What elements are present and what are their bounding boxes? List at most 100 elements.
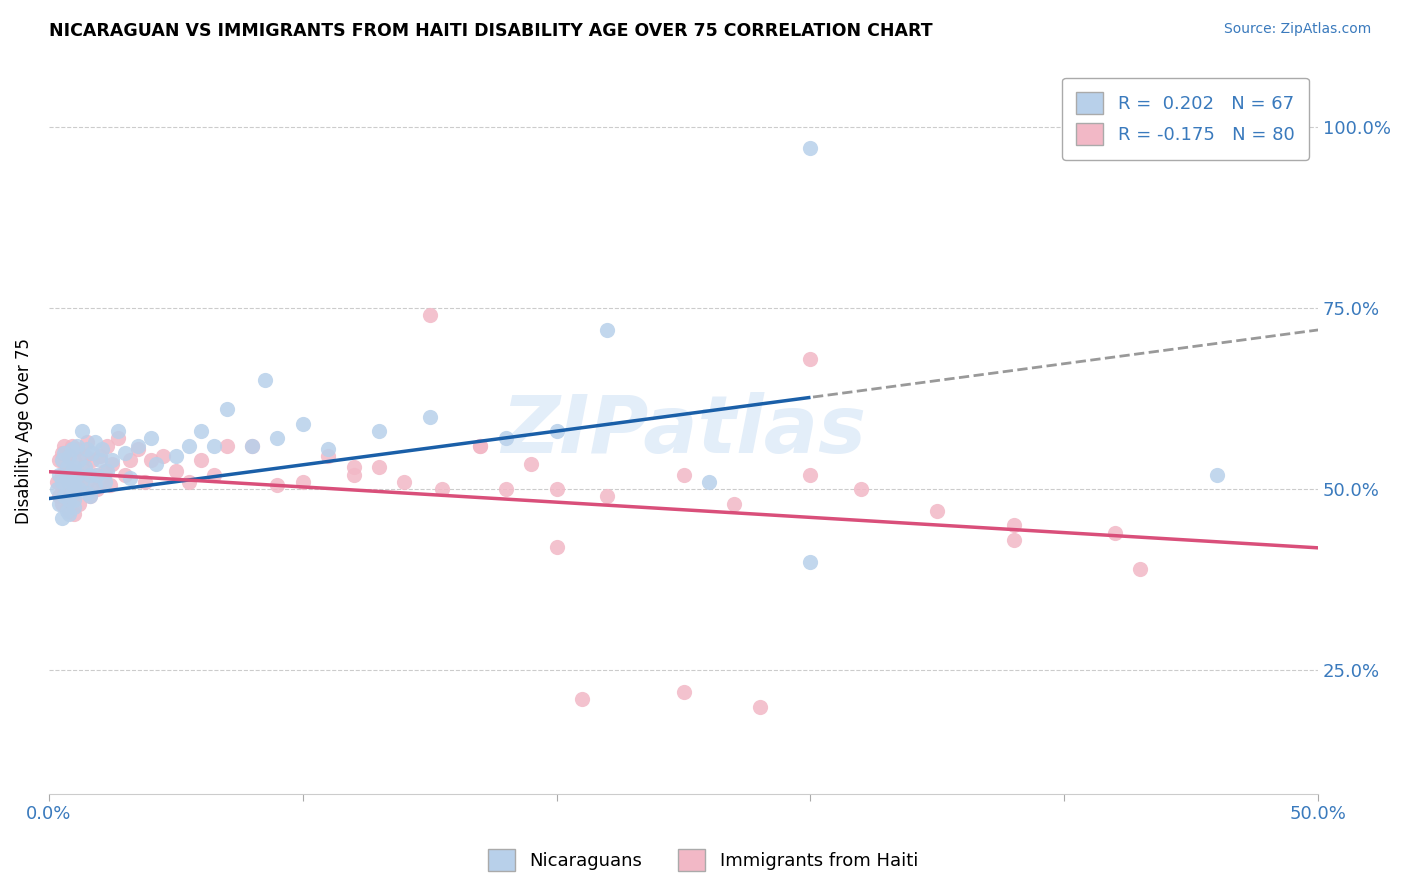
Point <box>76 475 98 489</box>
Point <box>60 464 83 478</box>
Point <box>91 442 114 457</box>
Point <box>316 442 339 457</box>
Point <box>291 475 314 489</box>
Point <box>51 453 73 467</box>
Point <box>240 439 263 453</box>
Point <box>73 450 96 464</box>
Point <box>96 439 118 453</box>
Point <box>851 482 873 496</box>
Point <box>470 439 492 453</box>
Point <box>63 493 86 508</box>
Point <box>342 467 364 482</box>
Point <box>66 442 89 457</box>
Point <box>799 141 821 155</box>
Point <box>94 475 117 489</box>
Point <box>51 446 73 460</box>
Point <box>799 351 821 366</box>
Point <box>55 500 77 515</box>
Point <box>63 460 86 475</box>
Point <box>165 450 187 464</box>
Point <box>67 467 90 482</box>
Point <box>145 457 167 471</box>
Point <box>723 497 745 511</box>
Point <box>55 460 77 475</box>
Point <box>83 467 105 482</box>
Point <box>63 508 86 522</box>
Point <box>139 453 162 467</box>
Point <box>96 464 118 478</box>
Point <box>202 439 225 453</box>
Point <box>58 450 80 464</box>
Point <box>98 478 121 492</box>
Legend: Nicaraguans, Immigrants from Haiti: Nicaraguans, Immigrants from Haiti <box>481 842 925 879</box>
Point <box>66 478 89 492</box>
Point <box>51 467 73 482</box>
Point <box>1129 562 1152 576</box>
Point <box>342 460 364 475</box>
Point <box>114 467 136 482</box>
Point <box>60 485 83 500</box>
Point <box>927 504 949 518</box>
Point <box>596 489 619 503</box>
Point <box>82 453 104 467</box>
Point <box>114 446 136 460</box>
Point <box>53 446 76 460</box>
Point <box>177 475 200 489</box>
Point <box>89 450 111 464</box>
Point <box>67 482 90 496</box>
Text: Source: ZipAtlas.com: Source: ZipAtlas.com <box>1223 22 1371 37</box>
Point <box>63 489 86 503</box>
Point <box>60 439 83 453</box>
Point <box>73 460 96 475</box>
Point <box>495 431 517 445</box>
Point <box>70 475 93 489</box>
Point <box>45 475 67 489</box>
Point <box>76 434 98 449</box>
Point <box>520 457 543 471</box>
Point <box>120 453 142 467</box>
Point <box>58 482 80 496</box>
Point <box>79 489 101 503</box>
Point <box>394 475 416 489</box>
Text: ZIPatlas: ZIPatlas <box>501 392 866 470</box>
Point <box>1002 518 1025 533</box>
Point <box>316 450 339 464</box>
Point <box>266 431 288 445</box>
Point <box>94 464 117 478</box>
Point <box>82 446 104 460</box>
Point <box>67 453 90 467</box>
Point <box>63 453 86 467</box>
Point <box>120 471 142 485</box>
Point <box>134 475 156 489</box>
Point <box>672 685 695 699</box>
Point <box>177 439 200 453</box>
Legend: R =  0.202   N = 67, R = -0.175   N = 80: R = 0.202 N = 67, R = -0.175 N = 80 <box>1062 78 1309 160</box>
Point <box>190 453 212 467</box>
Point <box>190 424 212 438</box>
Point <box>55 471 77 485</box>
Point <box>53 485 76 500</box>
Point <box>55 471 77 485</box>
Point <box>152 450 174 464</box>
Point <box>48 497 70 511</box>
Point <box>419 409 441 424</box>
Text: NICARAGUAN VS IMMIGRANTS FROM HAITI DISABILITY AGE OVER 75 CORRELATION CHART: NICARAGUAN VS IMMIGRANTS FROM HAITI DISA… <box>49 22 932 40</box>
Point <box>58 475 80 489</box>
Point <box>107 424 129 438</box>
Point <box>1104 525 1126 540</box>
Point <box>63 500 86 515</box>
Point <box>45 482 67 496</box>
Point <box>101 453 124 467</box>
Point <box>76 442 98 457</box>
Point <box>799 555 821 569</box>
Point <box>89 453 111 467</box>
Point <box>86 467 108 482</box>
Point <box>470 439 492 453</box>
Point <box>53 489 76 503</box>
Point <box>91 475 114 489</box>
Point <box>53 439 76 453</box>
Point <box>697 475 720 489</box>
Point <box>79 489 101 503</box>
Point <box>51 475 73 489</box>
Point <box>60 442 83 457</box>
